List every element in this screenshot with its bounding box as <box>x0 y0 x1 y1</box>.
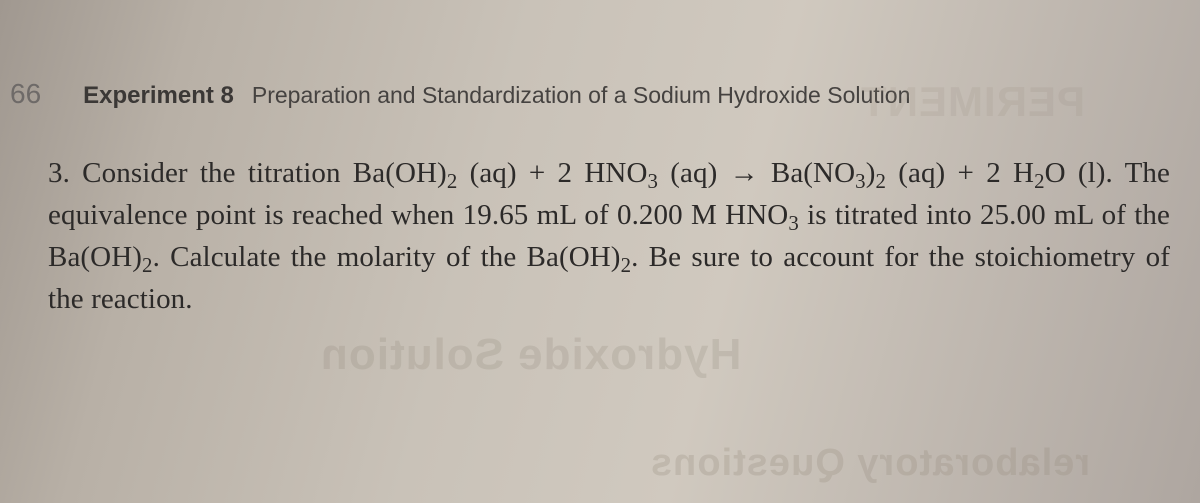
chemical-equation: Ba(OH)2 (aq) + 2 HNO3 (aq) → Ba(NO3)2 (a… <box>353 157 1125 189</box>
experiment-label: Experiment 8 <box>83 82 234 109</box>
page-content: 66 Experiment 8 Preparation and Standard… <box>0 0 1200 320</box>
experiment-heading: Experiment 8 Preparation and Standardiza… <box>83 82 910 110</box>
page-number: 66 <box>10 78 41 110</box>
question-text-pre: Consider the titration <box>82 157 353 189</box>
experiment-title: Preparation and Standardization of a Sod… <box>252 82 910 108</box>
page-header: 66 Experiment 8 Preparation and Standard… <box>14 78 1170 110</box>
question-block: 3. Consider the titration Ba(OH)2 (aq) +… <box>48 152 1170 320</box>
bleed-through-text: relaboratory Questions <box>650 442 1090 485</box>
bleed-through-text: Hydroxide Solution <box>320 330 741 380</box>
question-number: 3. <box>48 157 70 189</box>
